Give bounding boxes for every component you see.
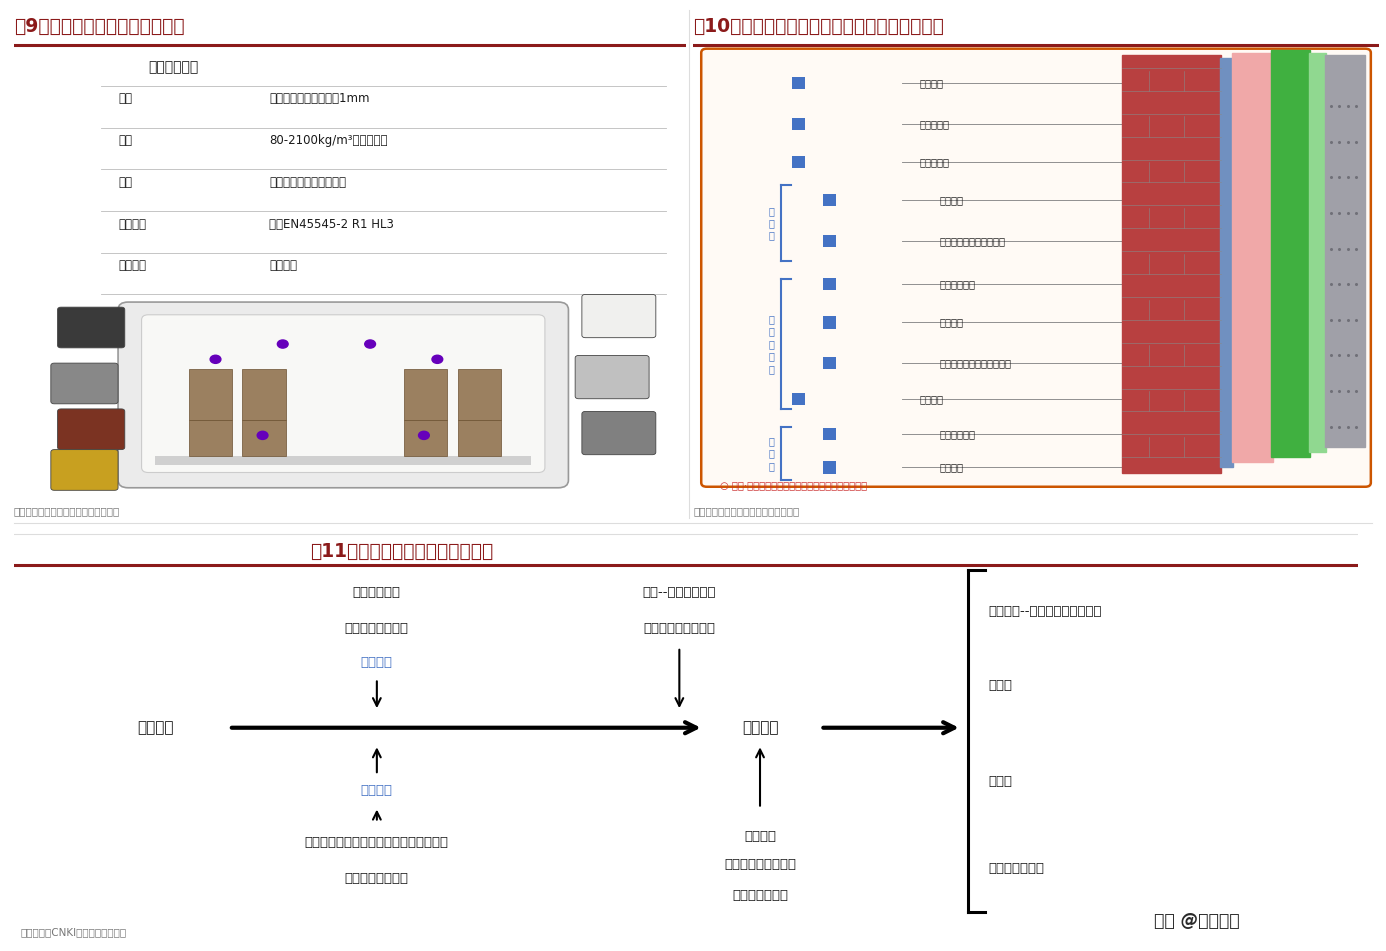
- Text: 图9：轻芯钢在轨道交通上的应用: 图9：轻芯钢在轨道交通上的应用: [14, 17, 184, 36]
- Text: 保
温
层: 保 温 层: [768, 205, 773, 241]
- Polygon shape: [1121, 55, 1221, 473]
- Text: 复合材料: 复合材料: [742, 720, 779, 735]
- Text: 图10：改性酚醛防火保温板外墙薄抹灰保温系统: 图10：改性酚醛防火保温板外墙薄抹灰保温系统: [693, 17, 944, 36]
- FancyBboxPatch shape: [582, 295, 656, 338]
- Text: 砂浆找平层: 砂浆找平层: [919, 119, 949, 129]
- Bar: [823, 194, 836, 206]
- Bar: [793, 393, 805, 405]
- FancyBboxPatch shape: [51, 363, 118, 404]
- Text: 功能反应性基团等: 功能反应性基团等: [345, 872, 409, 884]
- Bar: [823, 461, 836, 474]
- Text: 填料--纳（微）米、: 填料--纳（微）米、: [643, 587, 717, 599]
- Circle shape: [211, 356, 220, 363]
- Text: 抗
裂
防
护
层: 抗 裂 防 护 层: [768, 314, 773, 374]
- Bar: [243, 369, 286, 420]
- Bar: [823, 317, 836, 328]
- Text: 塑料膨胀锚栓: 塑料膨胀锚栓: [940, 280, 976, 289]
- Text: 资料来源：公司官网，申港证券研究所: 资料来源：公司官网，申港证券研究所: [693, 506, 800, 515]
- Text: 80-2100kg/m³定制化生产: 80-2100kg/m³定制化生产: [269, 134, 388, 147]
- FancyBboxPatch shape: [575, 356, 649, 398]
- Circle shape: [419, 432, 430, 439]
- Polygon shape: [1325, 55, 1365, 447]
- Text: 界面结合与强度: 界面结合与强度: [732, 888, 789, 902]
- Bar: [823, 278, 836, 290]
- FancyBboxPatch shape: [58, 409, 125, 450]
- Bar: [823, 235, 836, 247]
- FancyBboxPatch shape: [51, 450, 118, 491]
- Circle shape: [258, 432, 267, 439]
- Text: ○ 圣泉·安特福防火保温板外墙薄抹灰保温系统示意图: ○ 圣泉·安特福防火保温板外墙薄抹灰保温系统示意图: [721, 480, 868, 490]
- Text: 圣泉安特福防火保温板层: 圣泉安特福防火保温板层: [940, 236, 1006, 246]
- Circle shape: [365, 340, 376, 348]
- Text: 定制化生产，最小厚度1mm: 定制化生产，最小厚度1mm: [269, 92, 370, 106]
- Circle shape: [277, 340, 288, 348]
- Text: 力学性能--强度、韧性、粘结型: 力学性能--强度、韧性、粘结型: [988, 605, 1102, 618]
- Text: 装饰面层: 装饰面层: [940, 462, 965, 473]
- Circle shape: [432, 356, 442, 363]
- Bar: [155, 456, 531, 465]
- Text: 基层墙体: 基层墙体: [919, 78, 944, 88]
- Text: 资料来源：CNKI，申港证券研究所: 资料来源：CNKI，申港证券研究所: [21, 927, 126, 937]
- Bar: [243, 420, 286, 456]
- Bar: [188, 420, 233, 456]
- Text: 韧性、弹性体: 韧性、弹性体: [353, 587, 401, 599]
- Polygon shape: [1271, 50, 1311, 457]
- Bar: [403, 369, 448, 420]
- FancyBboxPatch shape: [701, 49, 1371, 487]
- Text: 强度: 强度: [118, 176, 132, 189]
- Text: 满足EN45545-2 R1 HL3: 满足EN45545-2 R1 HL3: [269, 218, 394, 230]
- Text: 【性能指标】: 【性能指标】: [148, 61, 198, 74]
- FancyBboxPatch shape: [58, 307, 125, 348]
- Text: 头条 @远瞻智库: 头条 @远瞻智库: [1155, 912, 1239, 930]
- Bar: [793, 118, 805, 130]
- Text: 耐碱玻纤网格布（加强型）: 耐碱玻纤网格布（加强型）: [940, 359, 1012, 368]
- Text: 柔性耐水腻子: 柔性耐水腻子: [940, 429, 976, 439]
- Text: 共混改性: 共混改性: [360, 656, 392, 670]
- Text: 模压成型: 模压成型: [269, 260, 298, 272]
- Text: 耐热性: 耐热性: [988, 679, 1013, 692]
- Text: 图11：酚醛树脂高性能化发展方向: 图11：酚醛树脂高性能化发展方向: [309, 542, 493, 561]
- Polygon shape: [1310, 52, 1326, 452]
- Text: 高强度热塑性树脂: 高强度热塑性树脂: [345, 622, 409, 634]
- Text: 固化程度与结构形态: 固化程度与结构形态: [723, 858, 796, 871]
- Text: 有（无）机、功能性: 有（无）机、功能性: [643, 622, 715, 634]
- Text: 根据客户要求定制化选材: 根据客户要求定制化选材: [269, 176, 346, 189]
- Text: 成型方式: 成型方式: [118, 260, 146, 272]
- Text: 耐水性: 耐水性: [988, 775, 1013, 788]
- FancyBboxPatch shape: [141, 315, 545, 473]
- Text: 资料来源：公司官网，申港证券研究所: 资料来源：公司官网，申港证券研究所: [14, 506, 121, 515]
- FancyBboxPatch shape: [118, 302, 568, 488]
- Text: 抗裂砂浆: 抗裂砂浆: [940, 318, 965, 327]
- Bar: [793, 77, 805, 89]
- Text: 密度: 密度: [118, 134, 132, 147]
- Text: 饰
面
层: 饰 面 层: [768, 436, 773, 471]
- Text: 抗裂砂浆: 抗裂砂浆: [919, 394, 944, 404]
- Text: 防火性能: 防火性能: [118, 218, 146, 230]
- Bar: [823, 428, 836, 440]
- Bar: [823, 357, 836, 369]
- Bar: [188, 369, 233, 420]
- Text: 化学改性: 化学改性: [360, 785, 392, 798]
- FancyBboxPatch shape: [582, 412, 656, 455]
- Text: 专用界面剂: 专用界面剂: [919, 157, 949, 167]
- Text: 树脂分子链中引入耐热基团、柔性链段、: 树脂分子链中引入耐热基团、柔性链段、: [305, 837, 449, 849]
- Bar: [457, 420, 502, 456]
- Text: 粘接砂浆: 粘接砂浆: [940, 195, 965, 205]
- Text: 绝缘、介电性能: 绝缘、介电性能: [988, 863, 1045, 876]
- Bar: [457, 369, 502, 420]
- Text: 酚醛树脂: 酚醛树脂: [137, 720, 173, 735]
- Text: 厚度: 厚度: [118, 92, 132, 106]
- Bar: [403, 420, 448, 456]
- Text: 施工性能: 施工性能: [744, 830, 776, 843]
- Polygon shape: [1220, 58, 1234, 467]
- Bar: [793, 156, 805, 168]
- Polygon shape: [1232, 52, 1272, 462]
